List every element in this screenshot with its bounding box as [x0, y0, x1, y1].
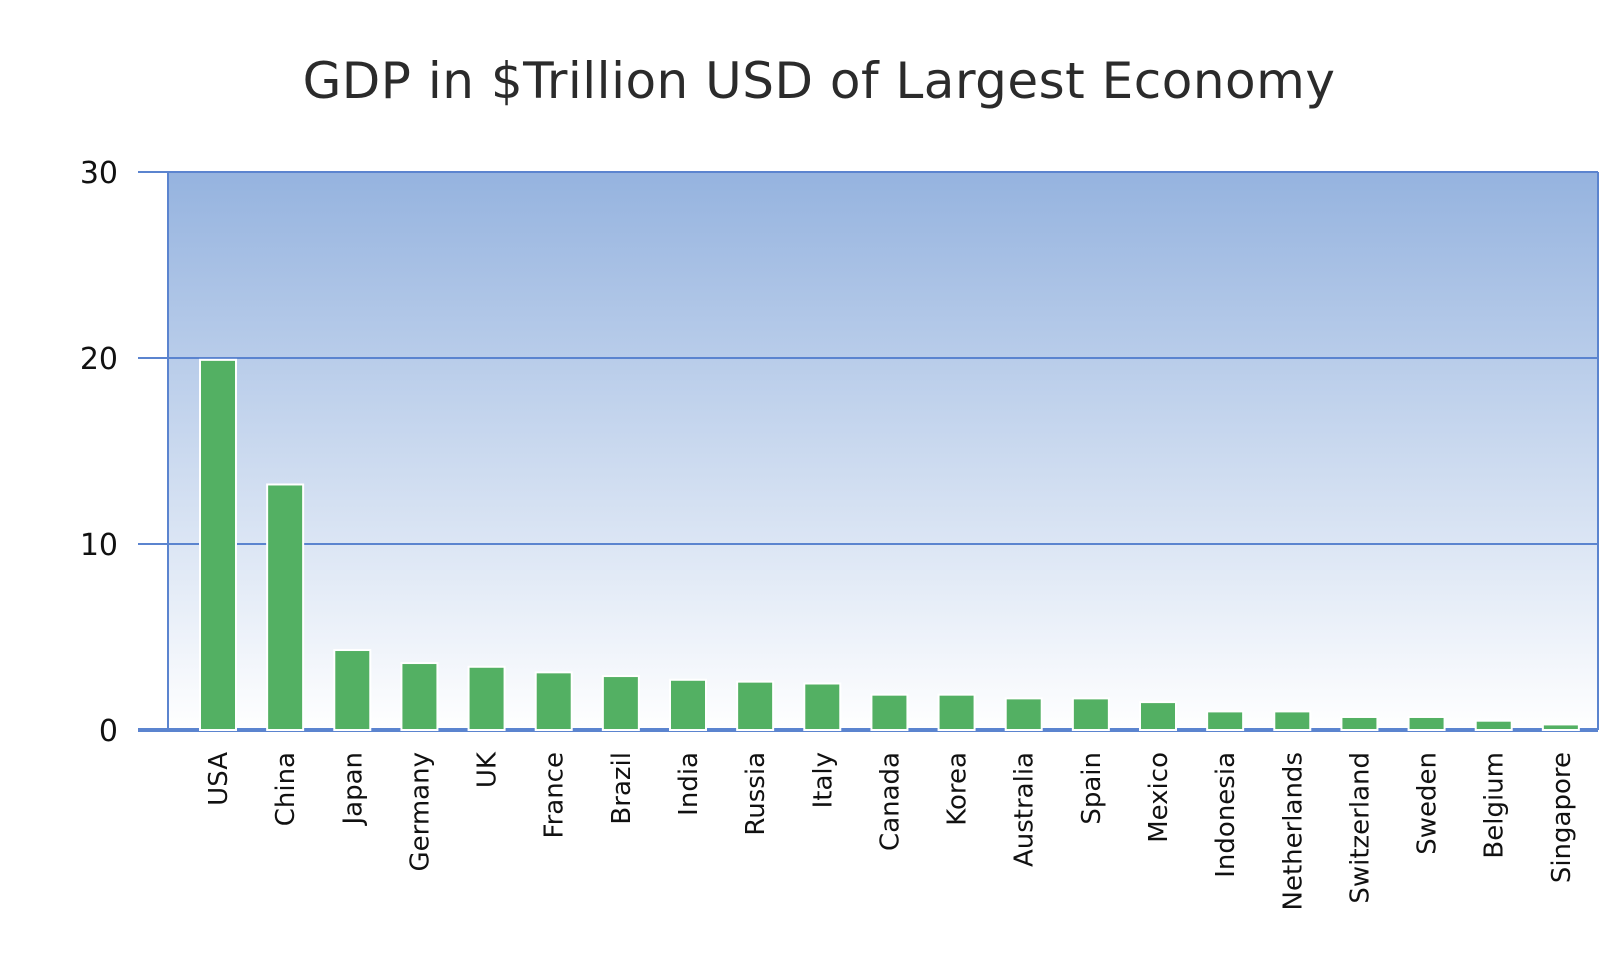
bar-china — [266, 483, 305, 732]
x-category-label-china: China — [271, 752, 301, 826]
x-category-label-spain: Spain — [1077, 752, 1107, 825]
x-category-label-japan: Japan — [338, 752, 368, 827]
y-tick-label-10: 10 — [80, 528, 118, 563]
bar-germany — [400, 662, 439, 731]
x-category-label-brazil: Brazil — [607, 752, 637, 825]
y-tick-label-20: 20 — [80, 342, 118, 377]
x-category-label-australia: Australia — [1010, 752, 1040, 867]
bar-france — [534, 671, 573, 732]
bars — [199, 358, 1580, 732]
bar-uk — [467, 665, 506, 732]
x-category-label-russia: Russia — [741, 752, 771, 836]
bar-india — [669, 678, 707, 732]
bar-russia — [736, 680, 775, 732]
x-category-label-belgium: Belgium — [1480, 752, 1510, 859]
y-tick-label-30: 30 — [80, 156, 118, 191]
x-category-label-india: India — [674, 752, 704, 816]
plot-area — [168, 172, 1598, 730]
y-axis — [167, 172, 1599, 730]
bar-belgium — [1474, 719, 1513, 732]
bar-japan — [333, 649, 372, 732]
bar-canada — [870, 693, 909, 731]
bar-italy — [803, 682, 842, 731]
bar-mexico — [1139, 701, 1177, 731]
x-category-label-netherlands: Netherlands — [1278, 752, 1308, 911]
bar-indonesia — [1206, 710, 1245, 732]
bar-korea — [937, 693, 976, 731]
bar-brazil — [601, 675, 640, 731]
chart-title: GDP in $Trillion USD of Largest Economy — [302, 52, 1336, 110]
bar-australia — [1004, 697, 1043, 732]
y-tick-labels: 0 10 20 30 — [80, 156, 118, 749]
bar-usa — [199, 358, 237, 731]
y-tick-label-0: 0 — [99, 714, 118, 749]
x-category-label-italy: Italy — [808, 752, 838, 808]
x-category-label-indonesia: Indonesia — [1211, 752, 1241, 878]
x-category-label-mexico: Mexico — [1144, 752, 1174, 843]
x-category-label-germany: Germany — [405, 752, 435, 872]
x-category-label-switzerland: Switzerland — [1345, 752, 1375, 904]
bar-spain — [1071, 697, 1110, 732]
bar-singapore — [1541, 723, 1580, 731]
x-category-label-singapore: Singapore — [1547, 752, 1577, 883]
x-category-label-sweden: Sweden — [1413, 752, 1443, 855]
bar-netherlands — [1273, 710, 1312, 732]
x-category-labels: USA China Japan Germany UK France Brazil India R… — [204, 751, 1577, 910]
x-category-label-canada: Canada — [875, 752, 905, 851]
x-category-label-uk: UK — [473, 751, 503, 788]
x-category-label-usa: USA — [204, 752, 234, 806]
x-category-label-france: France — [540, 752, 570, 838]
bar-sweden — [1407, 715, 1446, 731]
bar-switzerland — [1340, 715, 1379, 731]
x-category-label-korea: Korea — [943, 752, 973, 826]
